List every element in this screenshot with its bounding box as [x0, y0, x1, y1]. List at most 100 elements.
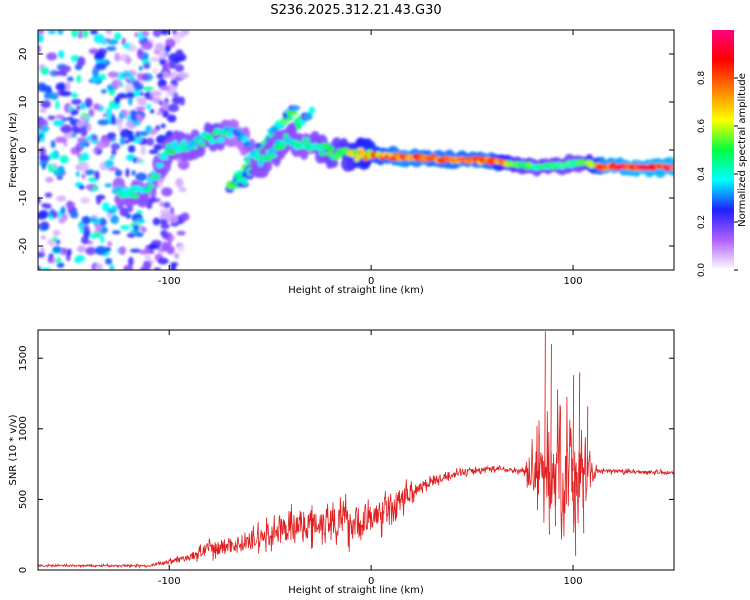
snr-spike	[558, 428, 560, 472]
snr-spike	[572, 375, 575, 472]
spectrogram-cell	[81, 173, 86, 179]
spectrogram-cell	[128, 256, 134, 267]
spectrogram-cell	[145, 103, 152, 110]
spectrogram-cell	[110, 154, 115, 160]
spectrogram-cell	[59, 65, 72, 73]
spectrogram-cell	[159, 201, 165, 207]
spectrogram-cell	[177, 244, 185, 253]
spectrogram-cell	[167, 114, 177, 123]
snr-spike	[586, 406, 589, 472]
spectrogram-cell	[47, 89, 53, 94]
spectrogram-cell	[126, 130, 134, 137]
spectrogram-cell	[164, 45, 171, 53]
spectrogram-cell	[66, 200, 74, 210]
spectrogram-cell	[65, 81, 71, 91]
spectrogram-cell	[175, 49, 184, 57]
spectrogram-cell	[170, 263, 177, 270]
spectrogram-cell	[75, 254, 85, 262]
spectrogram-cell	[52, 229, 61, 236]
spectrogram-cell	[39, 159, 49, 167]
spectrogram-cell	[153, 144, 163, 151]
snr-ytick-label: 0	[18, 567, 29, 573]
spectrogram-cell	[126, 232, 136, 238]
spectrogram-ytick-label: -10	[18, 190, 29, 206]
snr-spike	[550, 344, 552, 472]
spectrogram-cell	[129, 109, 137, 118]
figure-title: S236.2025.312.21.43.G30	[270, 3, 441, 18]
spectrogram-cell	[159, 85, 171, 91]
spectrogram-cell	[38, 197, 41, 204]
spectrogram-cell	[130, 121, 142, 126]
spectrogram-cell	[101, 202, 111, 212]
spectrogram-cell	[245, 141, 254, 147]
spectrogram-cell	[304, 141, 312, 146]
spectrogram-cell	[61, 125, 73, 134]
spectrogram-cell	[153, 267, 161, 270]
spectrogram-cell	[96, 141, 105, 151]
spectrogram-cell	[181, 139, 188, 144]
spectrogram-cell	[85, 136, 93, 141]
spectrogram-cell	[53, 119, 65, 127]
spectrogram-cell	[38, 209, 49, 220]
spectrogram-cell	[119, 136, 125, 146]
spectrogram-cell	[135, 172, 148, 182]
spectrogram-cell	[137, 131, 149, 137]
spectrogram-cell	[162, 233, 169, 238]
spectrogram-cell	[149, 108, 155, 114]
spectrogram-cell	[60, 206, 66, 215]
spectrogram-cell	[99, 73, 107, 80]
spectrogram-cell	[130, 42, 135, 51]
spectrogram-cell	[125, 168, 130, 178]
spectrogram-cell	[319, 150, 326, 157]
spectrogram-cell	[68, 106, 74, 111]
spectrogram-cell	[88, 108, 95, 118]
colorbar-tick-label: 0.4	[697, 167, 707, 182]
spectrogram-cell	[141, 227, 147, 233]
spectrogram-cell	[76, 74, 82, 84]
spectrogram-cell	[257, 160, 264, 167]
spectrogram-cell	[55, 136, 67, 143]
spectrogram-cell	[92, 186, 99, 191]
spectrogram-cell	[55, 82, 67, 91]
spectrogram-cell	[145, 125, 153, 134]
spectrogram-cell	[140, 145, 146, 156]
spectrogram-cell	[71, 98, 82, 105]
spectrogram-cell	[48, 152, 57, 160]
spectrogram-cell	[130, 194, 140, 199]
spectrogram-cell	[45, 176, 54, 183]
spectrogram-cell	[111, 148, 117, 156]
spectrogram-cell	[235, 129, 243, 134]
spectrogram-cell	[186, 145, 194, 150]
spectrogram-cell	[166, 40, 176, 46]
spectrogram-cell	[52, 167, 59, 173]
spectrogram-cell	[77, 161, 90, 172]
spectrogram-cell	[137, 156, 142, 164]
spectrogram-cell	[41, 235, 46, 240]
spectrogram-cell	[89, 216, 97, 222]
spectrogram-cell	[39, 108, 47, 113]
spectrogram-cell	[152, 173, 162, 179]
spectrogram-cell	[41, 163, 46, 170]
spectrogram-cell	[54, 70, 66, 76]
spectrogram-cell	[163, 201, 171, 209]
spectrogram-cell	[159, 51, 166, 60]
spectrogram-cell	[55, 100, 60, 110]
spectrogram-cell	[59, 90, 72, 97]
spectrogram-cell	[146, 137, 155, 146]
spectrogram-cell	[279, 118, 289, 125]
snr-xtick-label: -100	[158, 576, 181, 587]
spectrogram-cell	[166, 149, 176, 156]
spectrogram-blobs	[38, 30, 674, 270]
colorbar-tick-label: 0.2	[697, 215, 707, 229]
spectrogram-cell	[40, 267, 52, 270]
spectrogram-cell	[308, 106, 316, 114]
spectrogram-cell	[134, 218, 146, 224]
spectrogram-cell	[281, 140, 287, 148]
spectrogram-cell	[100, 234, 105, 244]
spectrogram-cell	[172, 140, 179, 146]
spectrogram-cell	[52, 236, 57, 243]
spectrogram-cell	[301, 137, 311, 143]
spectrogram-cell	[327, 146, 335, 152]
spectrogram-cell	[133, 82, 144, 91]
